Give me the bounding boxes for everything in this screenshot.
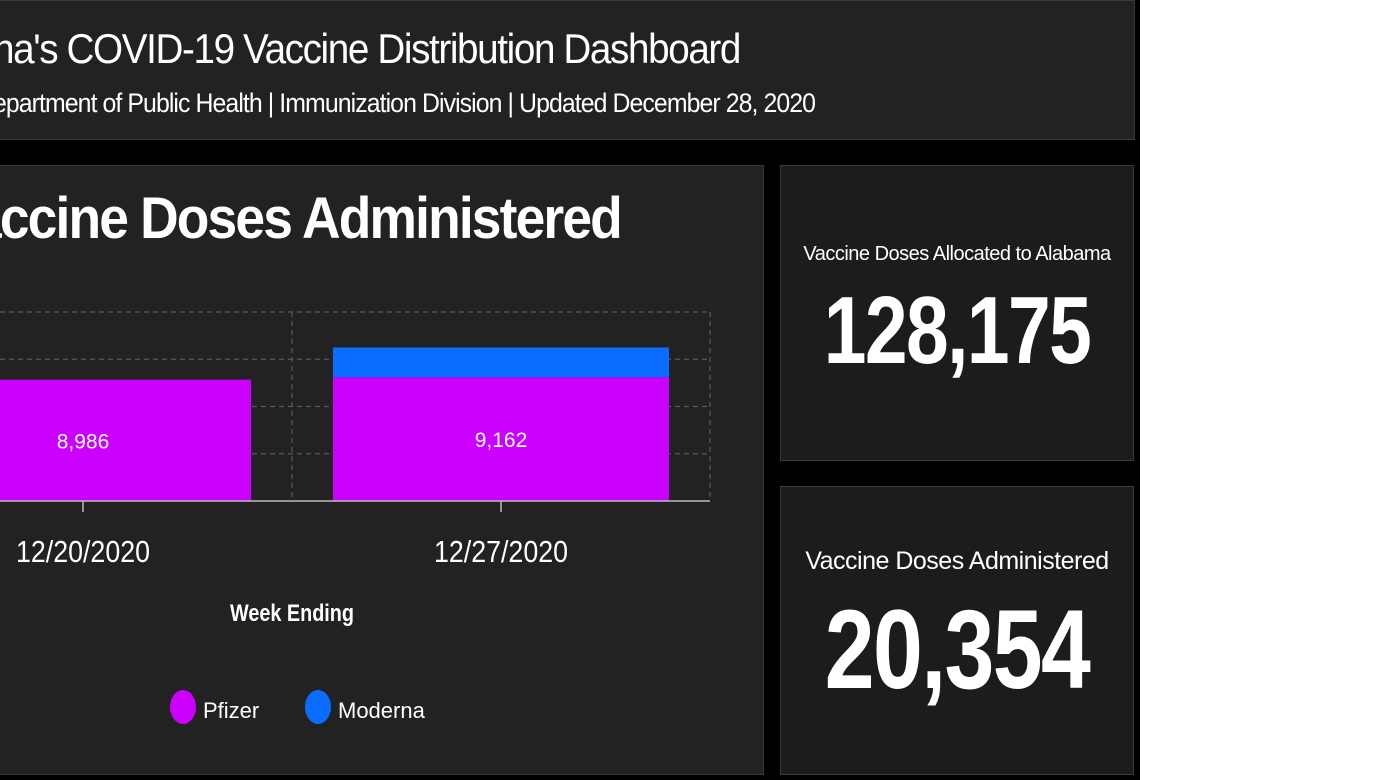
x-tick-label-1: 12/27/2020 [434, 534, 568, 569]
dashboard-title: na's COVID-19 Vaccine Distribution Dashb… [0, 25, 741, 72]
legend-label-moderna: Moderna [338, 698, 426, 723]
administered-label: Vaccine Doses Administered [805, 547, 1109, 575]
x-tick-label-0: 12/20/2020 [16, 534, 150, 569]
dashboard-subtitle: epartment of Public Health | Immunizatio… [0, 88, 816, 118]
bar-pfizer-0 [0, 379, 251, 501]
administered-value: 20,354 [824, 587, 1091, 712]
x-axis-title: Week Ending [230, 600, 354, 627]
administered-stat-card: Vaccine Doses Administered 20,354 [780, 486, 1134, 775]
bar-pfizer-1 [333, 377, 669, 501]
allocated-stat-card: Vaccine Doses Allocated to Alabama 128,1… [780, 165, 1134, 461]
dashboard-header: na's COVID-19 Vaccine Distribution Dashb… [0, 0, 1135, 140]
chart-title: accine Doses Administered [0, 186, 623, 251]
legend-swatch-moderna [305, 690, 331, 724]
doses-bar-chart: 8,986 9,162 12/20/2020 12/27/2020 Week Endin… [0, 311, 711, 724]
bar-value-label-0: 8,986 [57, 430, 110, 453]
bar-value-label-1: 9,162 [475, 429, 528, 452]
dashboard: na's COVID-19 Vaccine Distribution Dashb… [0, 0, 1140, 780]
bar-moderna-1 [333, 347, 669, 378]
allocated-value: 128,175 [823, 277, 1092, 384]
legend-swatch-pfizer [170, 690, 196, 724]
legend-label-pfizer: Pfizer [203, 698, 259, 723]
allocated-label: Vaccine Doses Allocated to Alabama [803, 243, 1111, 265]
